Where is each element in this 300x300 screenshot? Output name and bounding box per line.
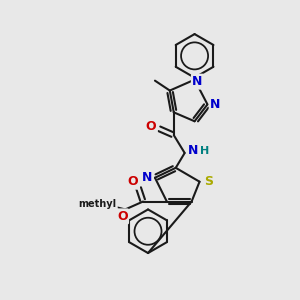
Text: O: O [117, 210, 128, 223]
Text: N: N [188, 145, 198, 158]
Text: S: S [204, 175, 213, 188]
Text: H: H [200, 146, 209, 156]
Text: N: N [192, 75, 203, 88]
Text: O: O [146, 120, 156, 133]
Text: N: N [142, 171, 152, 184]
Text: N: N [210, 98, 220, 111]
Text: O: O [128, 175, 139, 188]
Text: methyl: methyl [78, 200, 117, 209]
